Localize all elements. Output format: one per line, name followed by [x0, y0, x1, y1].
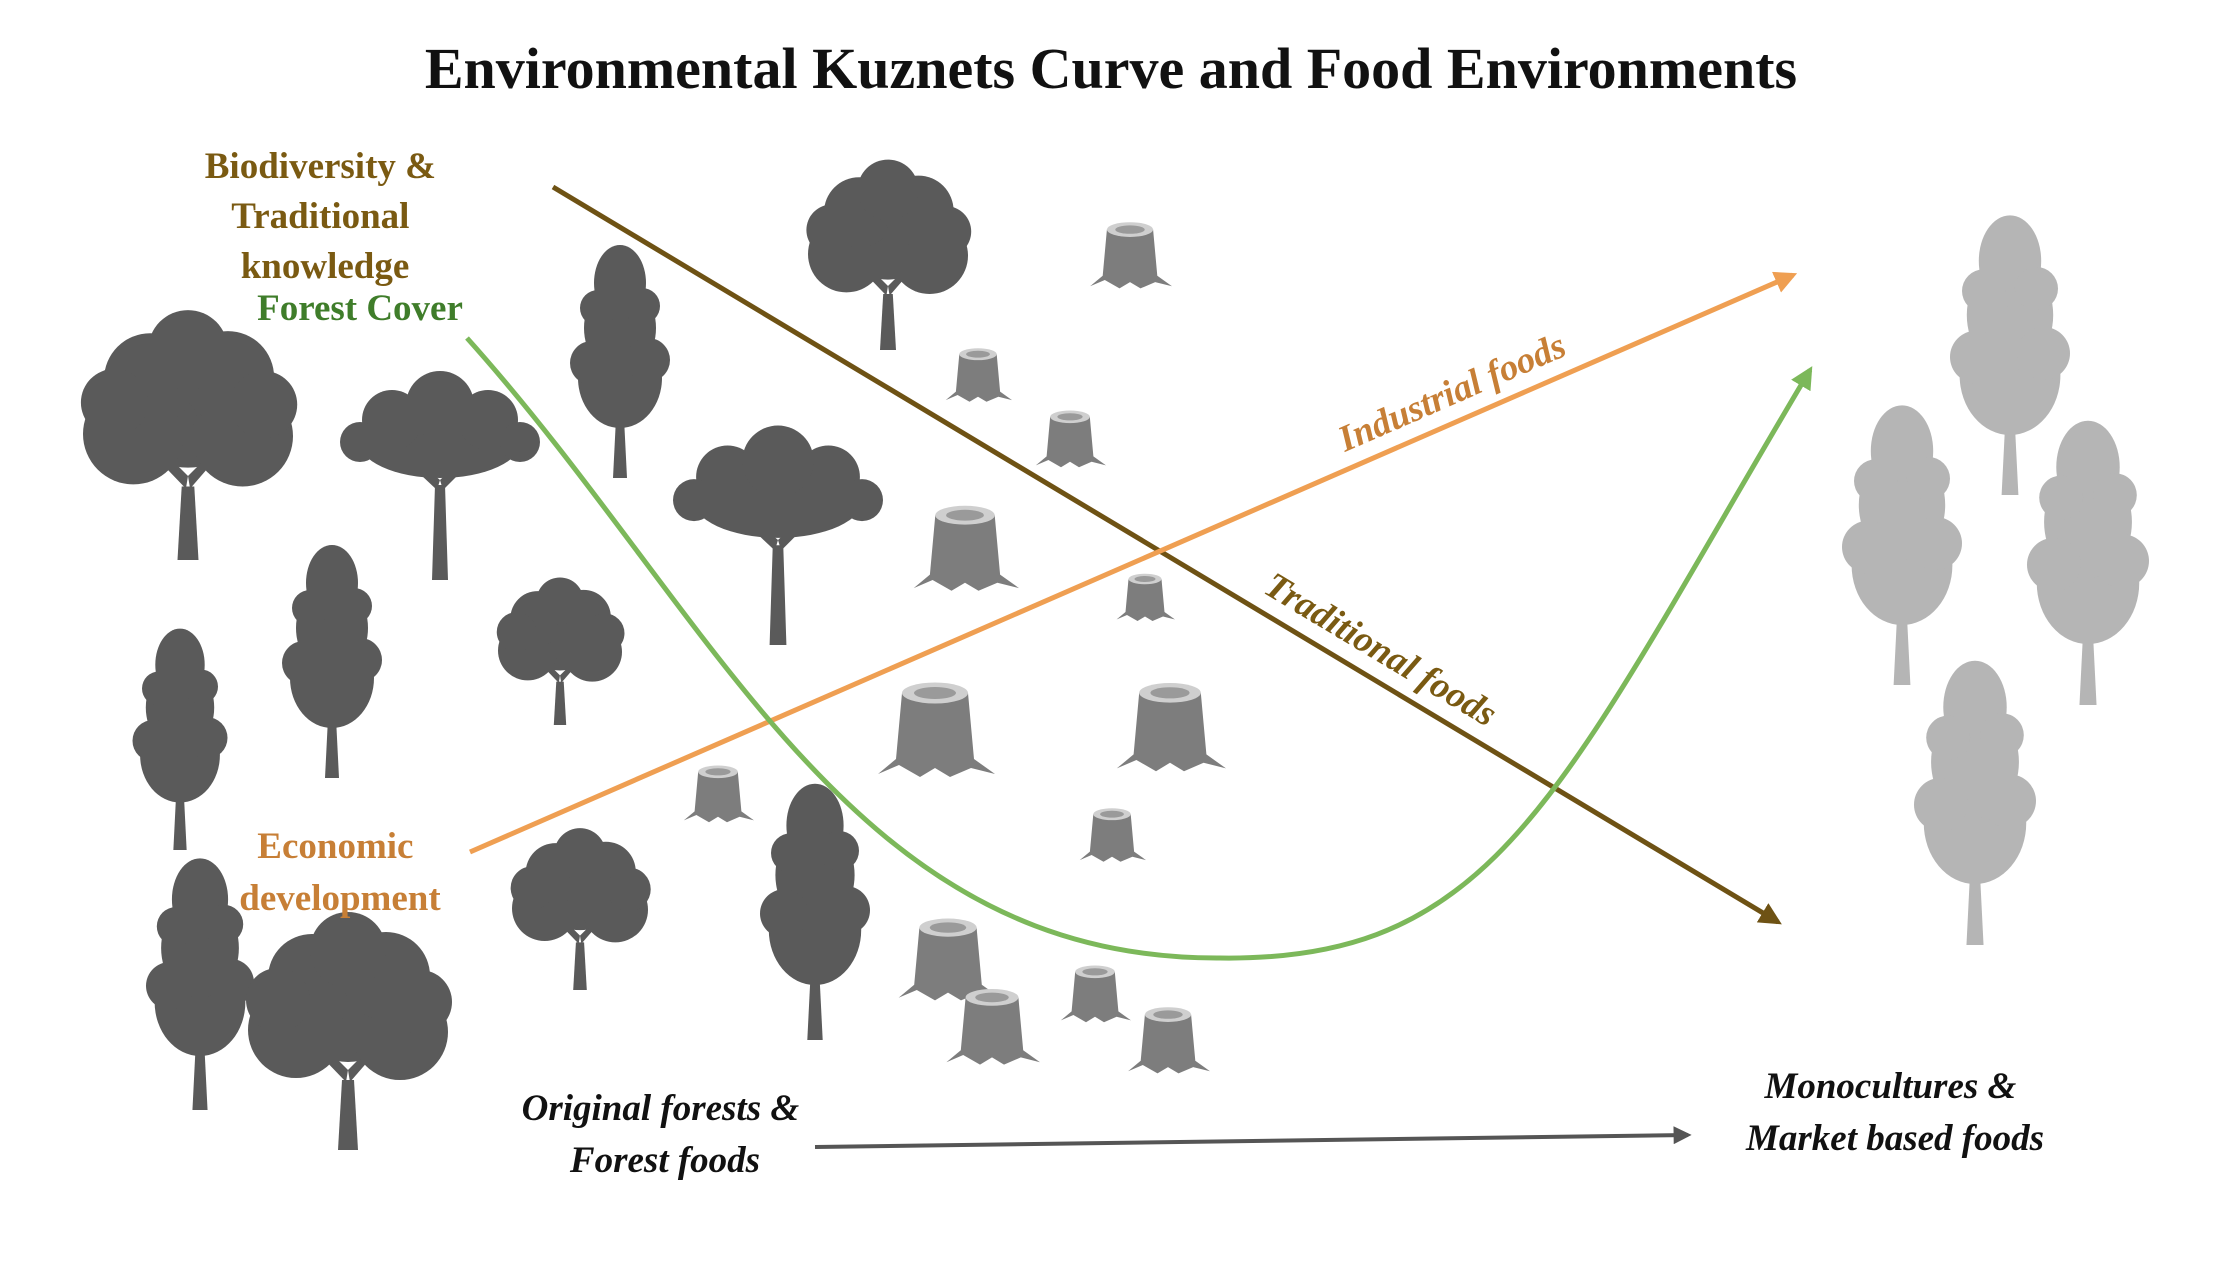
tree-stump-icon — [1079, 808, 1146, 862]
biodiversity-label: Biodiversity & Traditional knowledge — [205, 146, 445, 287]
traditional-foods-label: Traditional foods — [1257, 565, 1503, 735]
progression-arrow — [814, 1126, 1692, 1149]
tree-icon — [496, 577, 625, 725]
tree-icon — [570, 245, 670, 478]
tree-icon — [2027, 420, 2149, 705]
tree-icon — [1950, 215, 2070, 495]
tree-stump-icon — [1060, 965, 1131, 1023]
tree-icon — [1914, 660, 2036, 945]
tree-stump-icon — [1090, 222, 1172, 289]
tree-stump-icon — [1116, 683, 1226, 772]
tree-icon — [340, 371, 540, 580]
tree-stump-icon — [1035, 410, 1106, 468]
plantation — [1842, 215, 2149, 945]
origin-label: Original forests & Forest foods — [522, 1088, 809, 1181]
tree-stump-icon — [898, 918, 1000, 1001]
forest-cover-label: Forest Cover — [257, 288, 463, 329]
tree-icon — [132, 628, 228, 850]
destination-label: Monocultures & Market based foods — [1745, 1066, 2044, 1159]
tree-stump-icon — [878, 682, 995, 777]
tree-icon — [282, 545, 382, 778]
tree-stump-icon — [913, 505, 1019, 591]
tree-stump-icon — [683, 765, 754, 823]
biodiversity-line — [551, 184, 1782, 925]
page-title: Environmental Kuznets Curve and Food Env… — [425, 36, 1797, 101]
tree-icon — [246, 912, 452, 1150]
tree-stump-icon — [946, 989, 1040, 1065]
tree-icon — [146, 858, 254, 1110]
tree-icon — [673, 425, 883, 645]
industrial-foods-label: Industrial foods — [1331, 325, 1572, 461]
original-forest — [80, 159, 972, 1150]
tree-stump-icon — [945, 348, 1012, 402]
tree-icon — [760, 783, 870, 1040]
tree-stump-icon — [1116, 573, 1175, 621]
cleared-forest — [683, 222, 1226, 1074]
economic-development-line — [469, 271, 1798, 855]
economic-development-label: Economic development — [239, 826, 441, 919]
tree-icon — [510, 828, 651, 990]
forest-cover-curve — [465, 336, 1813, 961]
tree-icon — [80, 310, 298, 560]
tree-icon — [1842, 405, 1962, 685]
tree-stump-icon — [1128, 1007, 1210, 1074]
tree-icon — [806, 159, 972, 350]
